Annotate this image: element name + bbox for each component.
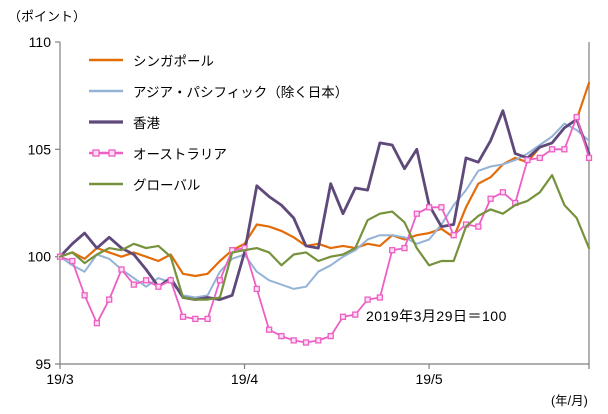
series-line-1 [59, 122, 590, 299]
legend-label: アジア・パシフィック（除く日本） [133, 85, 349, 100]
legend: シンガポールアジア・パシフィック（除く日本） 香港オーストラリア グローバル [88, 50, 348, 194]
square-marker [339, 313, 347, 320]
series-line-0 [58, 81, 591, 278]
square-marker [389, 247, 396, 254]
square-marker [118, 266, 125, 273]
square-marker [524, 156, 531, 164]
square-marker [364, 296, 371, 303]
square-marker [315, 337, 322, 344]
series-line-2 [58, 109, 591, 302]
square-marker [585, 154, 593, 162]
square-marker [204, 315, 211, 323]
square-marker [475, 223, 482, 230]
legend-label: シンガポール [133, 54, 214, 69]
legend-line-sample [88, 146, 124, 160]
square-marker [450, 232, 457, 239]
legend-label: 香港 [133, 116, 160, 131]
legend-line-sample [88, 115, 124, 129]
square-marker [167, 277, 174, 284]
x-axis-unit-label: (年/月) [551, 394, 588, 408]
square-marker [499, 189, 507, 196]
square-marker [561, 146, 568, 153]
square-marker [155, 283, 162, 290]
square-marker [536, 154, 543, 162]
y-tick-label: 95 [35, 356, 51, 372]
square-marker [302, 339, 310, 346]
legend-line-sample [88, 53, 124, 67]
square-marker [413, 210, 420, 217]
square-marker [487, 195, 494, 202]
square-marker [425, 204, 433, 211]
series-line-4 [58, 174, 591, 301]
square-marker [142, 277, 150, 284]
square-marker [69, 257, 76, 265]
square-marker [216, 277, 224, 284]
base-date-annotation: 2019年3月29日＝100 [366, 308, 507, 324]
x-tick-label: 19/5 [415, 371, 442, 387]
square-marker [93, 320, 101, 327]
legend-label: オーストラリア [133, 147, 227, 162]
y-tick-label: 110 [29, 34, 52, 50]
square-marker [106, 296, 113, 303]
square-marker [548, 146, 556, 153]
y-tick-label: 105 [28, 141, 52, 157]
square-marker [265, 326, 273, 333]
square-marker [352, 311, 359, 318]
square-marker [179, 313, 187, 320]
legend-line-sample [88, 177, 124, 191]
square-marker [573, 113, 580, 121]
square-marker [376, 294, 384, 301]
legend-line-sample [88, 84, 124, 98]
square-marker [278, 332, 285, 340]
legend-label: グローバル [133, 178, 201, 193]
legend-item-0: シンガポール [88, 50, 348, 70]
square-marker [192, 315, 199, 323]
series-markers-3 [56, 113, 593, 346]
legend-item-1: アジア・パシフィック（除く日本） [88, 81, 348, 101]
square-marker [401, 244, 408, 252]
y-tick-label: 100 [28, 249, 52, 265]
y-axis-unit-label: （ポイント） [8, 9, 87, 24]
square-marker [253, 285, 260, 293]
square-marker [290, 337, 297, 344]
square-marker [81, 292, 88, 299]
x-tick-label: 19/3 [46, 371, 73, 387]
legend-item-2: 香港 [88, 112, 348, 132]
square-marker [438, 204, 445, 211]
x-tick-label: 19/4 [231, 371, 258, 387]
legend-item-3: オーストラリア [88, 143, 348, 163]
square-marker [327, 332, 334, 340]
square-marker [130, 281, 137, 288]
legend-item-4: グローバル [88, 174, 348, 194]
